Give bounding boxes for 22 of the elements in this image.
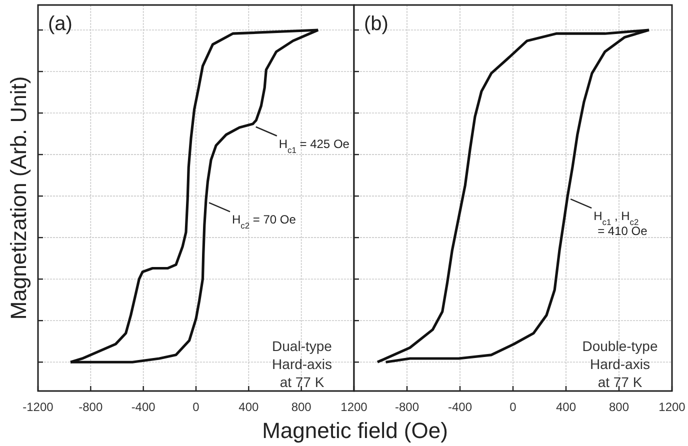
x-tick-label: 0	[192, 400, 200, 414]
x-tick-label: -1200	[22, 400, 54, 414]
annotation: Dual-type Hard-axis at 77 K	[272, 338, 332, 390]
annotation: H$_{c1}$ , H$_{c2}$ = 410 Oe	[594, 209, 648, 238]
x-tick-label: -400	[448, 400, 472, 414]
x-tick-label: -400	[131, 400, 156, 414]
x-tick-label: -800	[78, 400, 103, 414]
x-tick-label: 0	[510, 400, 517, 414]
annotation: H$_{c2}$ = 70 Oe	[232, 212, 296, 231]
x-tick-label: 800	[608, 400, 630, 414]
annotation: Double-type Hard-axis at 77 K	[582, 338, 658, 390]
chart-title: (b)	[364, 13, 388, 35]
annotation: H$_{c1}$ = 425 Oe	[278, 136, 350, 155]
x-tick-label: 1200	[658, 400, 686, 414]
x-tick-label: -800	[394, 400, 420, 414]
x-tick-label: 1200	[340, 400, 368, 414]
x-tick-label: 400	[556, 400, 576, 414]
x-tick-label: 800	[291, 400, 312, 414]
chart-title: (a)	[48, 13, 72, 35]
y-axis-title: Magnetization (Arb. Unit)	[6, 76, 31, 320]
x-axis-title: Magnetic field (Oe)	[262, 418, 448, 443]
x-tick-label: 400	[238, 400, 259, 414]
